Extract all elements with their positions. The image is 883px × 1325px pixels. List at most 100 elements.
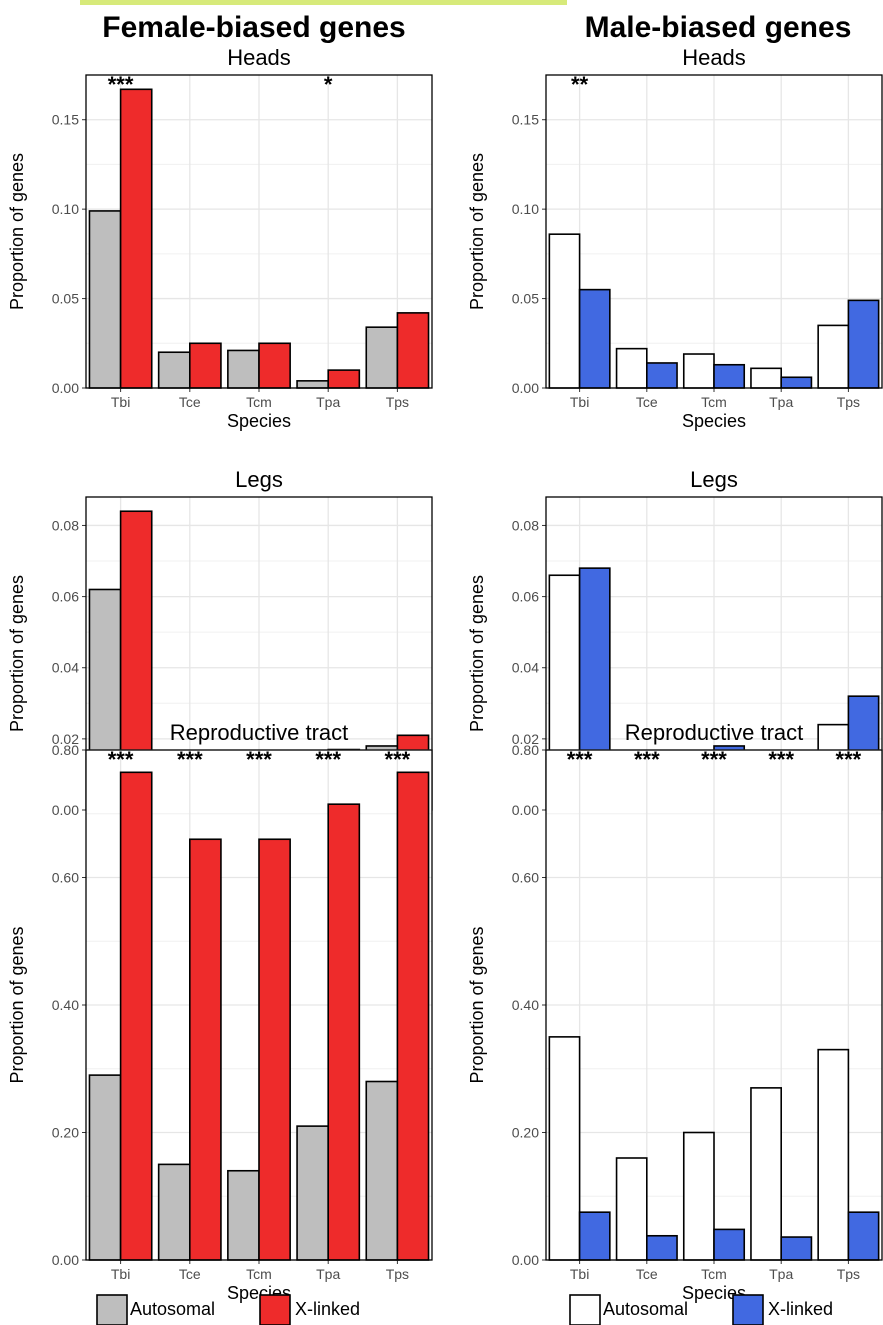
y-tick-label: 0.15 [52, 112, 79, 128]
y-tick-label: 0.00 [512, 1252, 539, 1268]
bar-xlinked [327, 803, 361, 1261]
y-tick-label: 0.60 [52, 870, 79, 886]
y-tick-label: 0.15 [512, 112, 539, 128]
y-tick-label: 0.00 [512, 380, 539, 396]
significance-label: *** [385, 747, 411, 772]
panel-title: Heads [227, 45, 291, 70]
x-axis-label: Species [227, 411, 291, 431]
bar-xlinked [396, 771, 430, 1261]
x-tick-label: Tcm [701, 394, 727, 410]
plot-border [545, 749, 883, 1261]
x-axis-label: Species [682, 1283, 746, 1303]
plot-border [85, 749, 433, 1261]
significance-label: *** [246, 747, 272, 772]
panel-title: Reproductive tract [170, 720, 349, 745]
y-tick-label: 0.40 [52, 997, 79, 1013]
bar-autosomal [615, 347, 648, 389]
bar-autosomal [750, 1087, 783, 1261]
significance-label: *** [177, 747, 203, 772]
bar-autosomal [817, 1048, 850, 1261]
y-tick-label: 0.80 [512, 742, 539, 758]
x-tick-label: Tcm [246, 394, 272, 410]
bar-xlinked [847, 1211, 880, 1261]
bar-xlinked [189, 342, 222, 389]
y-tick-label: 0.08 [52, 517, 79, 533]
legend-label-xlinked: X-linked [295, 1299, 360, 1319]
column-title-female: Female-biased genes [102, 11, 405, 44]
y-tick-label: 0.05 [512, 291, 539, 307]
bar-autosomal [682, 353, 715, 389]
bar-xlinked [645, 1234, 678, 1261]
y-axis-label: Proportion of genes [7, 153, 27, 310]
y-tick-label: 0.80 [52, 742, 79, 758]
panel-title: Heads [682, 45, 746, 70]
highlight-strip [80, 0, 567, 5]
bar-autosomal [750, 367, 783, 389]
y-tick-label: 0.04 [52, 660, 79, 676]
legend-label-autosomal: Autosomal [130, 1299, 215, 1319]
plot-border [85, 74, 433, 389]
legend-female: Autosomal X-linked [96, 1294, 360, 1325]
x-tick-label: Tpa [316, 1266, 340, 1282]
bar-autosomal [296, 380, 329, 389]
significance-label: ** [571, 72, 589, 97]
legend-male: Autosomal X-linked [569, 1294, 833, 1325]
x-axis-label: Species [682, 411, 746, 431]
x-tick-label: Tbi [570, 1266, 589, 1282]
bar-xlinked [258, 342, 291, 389]
y-axis-label: Proportion of genes [467, 153, 487, 310]
y-tick-label: 0.00 [52, 380, 79, 396]
bar-autosomal [548, 1036, 581, 1261]
bar-autosomal [88, 210, 122, 389]
y-tick-label: 0.05 [52, 291, 79, 307]
y-tick-label: 0.00 [52, 802, 79, 818]
significance-label: *** [634, 747, 660, 772]
bar-xlinked [713, 363, 746, 389]
y-tick-label: 0.40 [512, 997, 539, 1013]
panel-title: Reproductive tract [625, 720, 804, 745]
bar-xlinked [189, 838, 222, 1261]
x-tick-label: Tps [837, 1266, 860, 1282]
y-tick-label: 0.00 [512, 802, 539, 818]
bar-autosomal [817, 324, 850, 389]
x-tick-label: Tbi [570, 394, 589, 410]
legend-label-autosomal: Autosomal [603, 1299, 688, 1319]
x-tick-label: Tce [179, 1266, 201, 1282]
x-tick-label: Tbi [111, 394, 130, 410]
bar-autosomal [88, 1074, 122, 1261]
legend-swatch-autosomal [569, 1294, 601, 1325]
bar-autosomal [157, 1163, 191, 1261]
chart-panel: Reproductive tract 0.00 0.20 0.40 0.60 0.80 Tb… [467, 720, 883, 1303]
y-axis-label: Proportion of genes [467, 926, 487, 1083]
x-tick-label: Tcm [246, 1266, 272, 1282]
y-tick-label: 0.20 [52, 1125, 79, 1141]
x-tick-label: Tbi [111, 1266, 130, 1282]
x-tick-label: Tps [386, 1266, 409, 1282]
plot-border [545, 74, 883, 389]
y-tick-label: 0.04 [512, 660, 539, 676]
bar-xlinked [780, 376, 813, 389]
y-axis-label: Proportion of genes [7, 926, 27, 1083]
y-tick-label: 0.10 [512, 201, 539, 217]
x-tick-label: Tpa [769, 394, 793, 410]
significance-label: * [324, 72, 333, 97]
chart-panels: Heads 0.00 0.05 0.10 0.15 Tbi *** Tce Tcm Tpa * Tps… [7, 45, 883, 1303]
x-tick-label: Tce [636, 394, 658, 410]
significance-label: *** [836, 747, 862, 772]
legend-swatch-xlinked [259, 1294, 291, 1325]
y-tick-label: 0.00 [52, 1252, 79, 1268]
bar-xlinked [119, 771, 153, 1261]
bar-autosomal [548, 233, 581, 389]
x-tick-label: Tce [179, 394, 201, 410]
legend-swatch-xlinked [732, 1294, 764, 1325]
bar-autosomal [157, 351, 191, 389]
bar-autosomal [296, 1125, 329, 1261]
x-tick-label: Tce [636, 1266, 658, 1282]
bar-autosomal [227, 1169, 260, 1261]
chart-panel: Heads 0.00 0.05 0.10 0.15 Tbi *** Tce Tcm Tpa * Tps… [7, 45, 433, 431]
chart-panel: Reproductive tract 0.00 0.20 0.40 0.60 0.80 Tb… [7, 720, 433, 1303]
bar-xlinked [713, 1228, 746, 1261]
bar-xlinked [119, 88, 153, 389]
bar-autosomal [365, 1080, 399, 1261]
